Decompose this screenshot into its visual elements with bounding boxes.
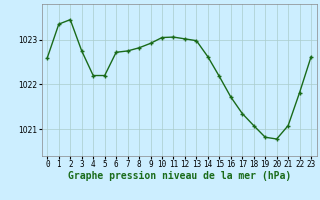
X-axis label: Graphe pression niveau de la mer (hPa): Graphe pression niveau de la mer (hPa) <box>68 171 291 181</box>
